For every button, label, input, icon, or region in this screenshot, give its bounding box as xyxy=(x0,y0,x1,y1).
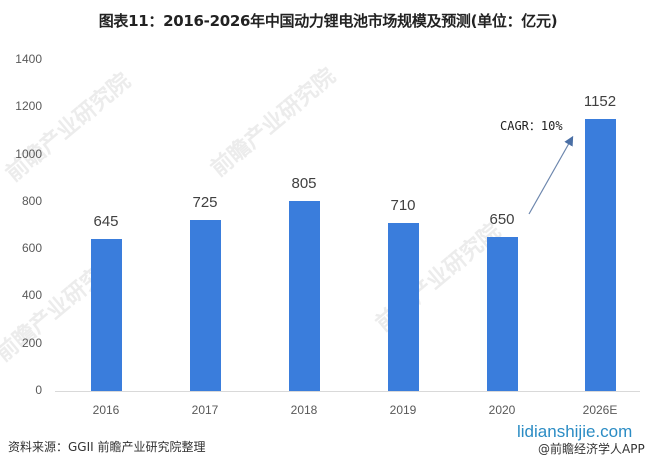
bar-2026E xyxy=(584,118,616,391)
x-tick-label: 2019 xyxy=(389,403,417,417)
bar-value-label: 1152 xyxy=(583,92,617,110)
bar-2018 xyxy=(288,200,320,391)
y-tick-label: 800 xyxy=(21,193,42,208)
bar-2017 xyxy=(189,219,221,391)
x-tick-label: 2020 xyxy=(488,403,516,417)
x-tick-label: 2016 xyxy=(92,403,120,417)
x-tick-label: 2018 xyxy=(290,403,318,417)
y-tick-label: 400 xyxy=(21,288,42,303)
x-axis-line xyxy=(55,391,640,392)
y-tick-label: 1400 xyxy=(15,52,42,66)
y-tick-label: 200 xyxy=(21,335,42,350)
x-tick-label: 2017 xyxy=(191,403,219,417)
bar-value-label: 725 xyxy=(192,193,218,211)
y-tick-label: 600 xyxy=(21,241,42,256)
y-tick-label: 0 xyxy=(35,383,42,397)
chart-title: 图表11：2016-2026年中国动力锂电池市场规模及预测(单位：亿元) xyxy=(98,12,558,30)
x-tick-label: 2026E xyxy=(582,403,618,417)
site-watermark: lidianshijie.com xyxy=(517,422,633,441)
bar-2016 xyxy=(90,238,122,391)
source-note: 资料来源：GGII 前瞻产业研究院整理 xyxy=(8,440,206,454)
app-credit: @前瞻经济学人APP xyxy=(538,442,645,456)
bar-value-label: 710 xyxy=(390,197,416,215)
bar-value-label: 805 xyxy=(291,174,317,192)
bar-value-label: 645 xyxy=(93,212,119,230)
bar-2019 xyxy=(387,223,419,391)
y-tick-label: 1200 xyxy=(15,99,42,114)
y-tick-label: 1000 xyxy=(15,146,42,161)
bar-value-label: 650 xyxy=(489,211,515,229)
cagr-label: CAGR：10% xyxy=(500,119,563,133)
bar-2020 xyxy=(486,237,518,391)
